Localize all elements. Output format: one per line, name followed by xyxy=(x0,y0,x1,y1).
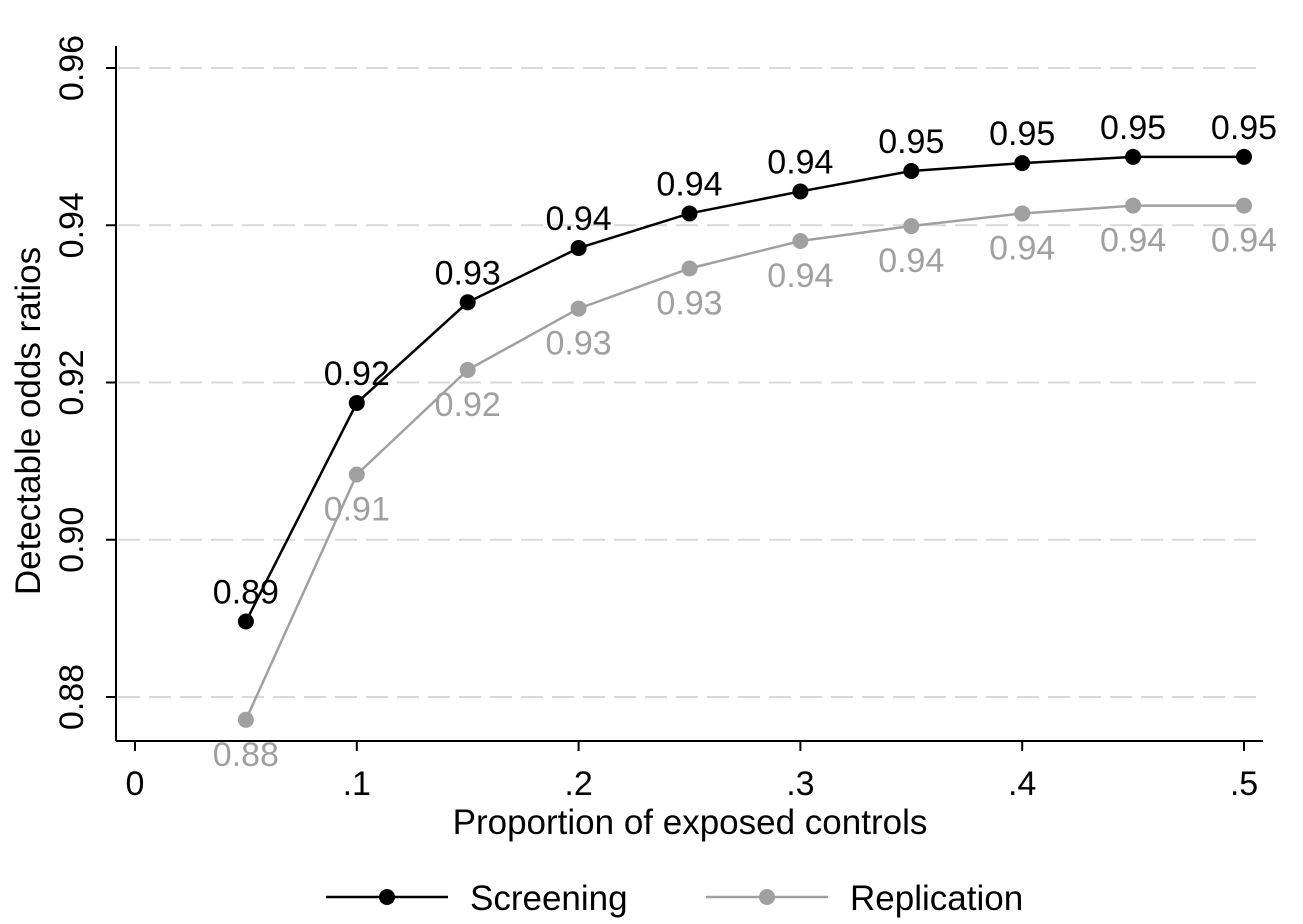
data-point-screening xyxy=(348,394,365,411)
x-tick-label: .4 xyxy=(1008,765,1036,803)
data-point-replication xyxy=(348,466,365,483)
data-point-screening xyxy=(903,162,920,179)
data-point-replication xyxy=(1125,197,1142,214)
y-tick-label: 0.90 xyxy=(53,507,91,573)
series xyxy=(237,148,1252,728)
data-label-replication: 0.94 xyxy=(1100,222,1166,260)
data-label-screening: 0.95 xyxy=(1211,109,1277,147)
legend: Screening Replication xyxy=(326,879,1023,918)
data-label-screening: 0.92 xyxy=(324,355,390,393)
data-point-replication xyxy=(1014,205,1031,222)
data-label-screening: 0.94 xyxy=(767,143,833,181)
tick-marks: 0.88 0.90 0.92 0.94 0.96 0 .1 .2 .3 .4 .5 xyxy=(53,35,1258,803)
data-point-replication xyxy=(459,361,476,378)
y-tick-label: 0.96 xyxy=(53,35,91,101)
data-label-screening: 0.89 xyxy=(213,574,279,612)
gridlines xyxy=(118,67,1263,698)
x-tick-label: .2 xyxy=(564,765,592,803)
data-point-replication xyxy=(792,232,809,249)
data-label-screening: 0.95 xyxy=(878,123,944,161)
x-tick-label: .5 xyxy=(1230,765,1258,803)
data-label-replication: 0.88 xyxy=(213,736,279,774)
data-point-screening xyxy=(570,240,587,257)
data-point-replication xyxy=(570,300,587,317)
data-label-replication: 0.93 xyxy=(546,325,612,363)
data-point-replication xyxy=(681,260,698,277)
x-tick-label: 0 xyxy=(126,765,145,803)
data-label-screening: 0.95 xyxy=(989,115,1055,153)
y-tick-label: 0.92 xyxy=(53,349,91,415)
data-point-screening xyxy=(1014,155,1031,172)
x-axis-title: Proportion of exposed controls xyxy=(453,803,928,842)
data-label-replication: 0.94 xyxy=(989,229,1055,267)
y-axis-title: Detectable odds ratios xyxy=(9,247,48,595)
data-labels: 0.89 0.92 0.93 0.94 0.94 0.94 0.95 0.95 0.95 0.95… xyxy=(213,109,1277,774)
data-label-replication: 0.94 xyxy=(878,242,944,280)
data-label-replication: 0.94 xyxy=(1211,222,1277,260)
legend-label-screening: Screening xyxy=(470,879,628,918)
data-label-screening: 0.93 xyxy=(435,254,501,292)
data-point-screening xyxy=(1125,148,1142,165)
data-point-screening xyxy=(792,183,809,200)
data-point-replication xyxy=(1236,197,1252,214)
legend-label-replication: Replication xyxy=(850,879,1023,918)
data-label-replication: 0.91 xyxy=(324,490,390,528)
x-tick-label: .1 xyxy=(343,765,371,803)
x-tick-label: .3 xyxy=(786,765,814,803)
data-label-screening: 0.94 xyxy=(656,165,722,203)
legend-marker-screening xyxy=(379,889,395,905)
data-label-replication: 0.93 xyxy=(656,284,722,322)
axes xyxy=(115,46,1263,742)
data-point-screening xyxy=(459,294,476,311)
legend-marker-replication xyxy=(759,889,775,905)
data-point-screening xyxy=(237,613,254,630)
data-label-replication: 0.94 xyxy=(767,257,833,295)
y-tick-label: 0.88 xyxy=(53,664,91,730)
data-point-screening xyxy=(681,205,698,222)
data-point-screening xyxy=(1236,148,1252,165)
series-line-replication xyxy=(244,204,1244,721)
y-tick-label: 0.94 xyxy=(53,192,91,258)
series-line-screening xyxy=(244,155,1244,623)
data-point-replication xyxy=(237,711,254,728)
data-label-screening: 0.94 xyxy=(546,200,612,238)
data-label-replication: 0.92 xyxy=(435,386,501,424)
data-label-screening: 0.95 xyxy=(1100,109,1166,147)
data-point-replication xyxy=(903,218,920,235)
